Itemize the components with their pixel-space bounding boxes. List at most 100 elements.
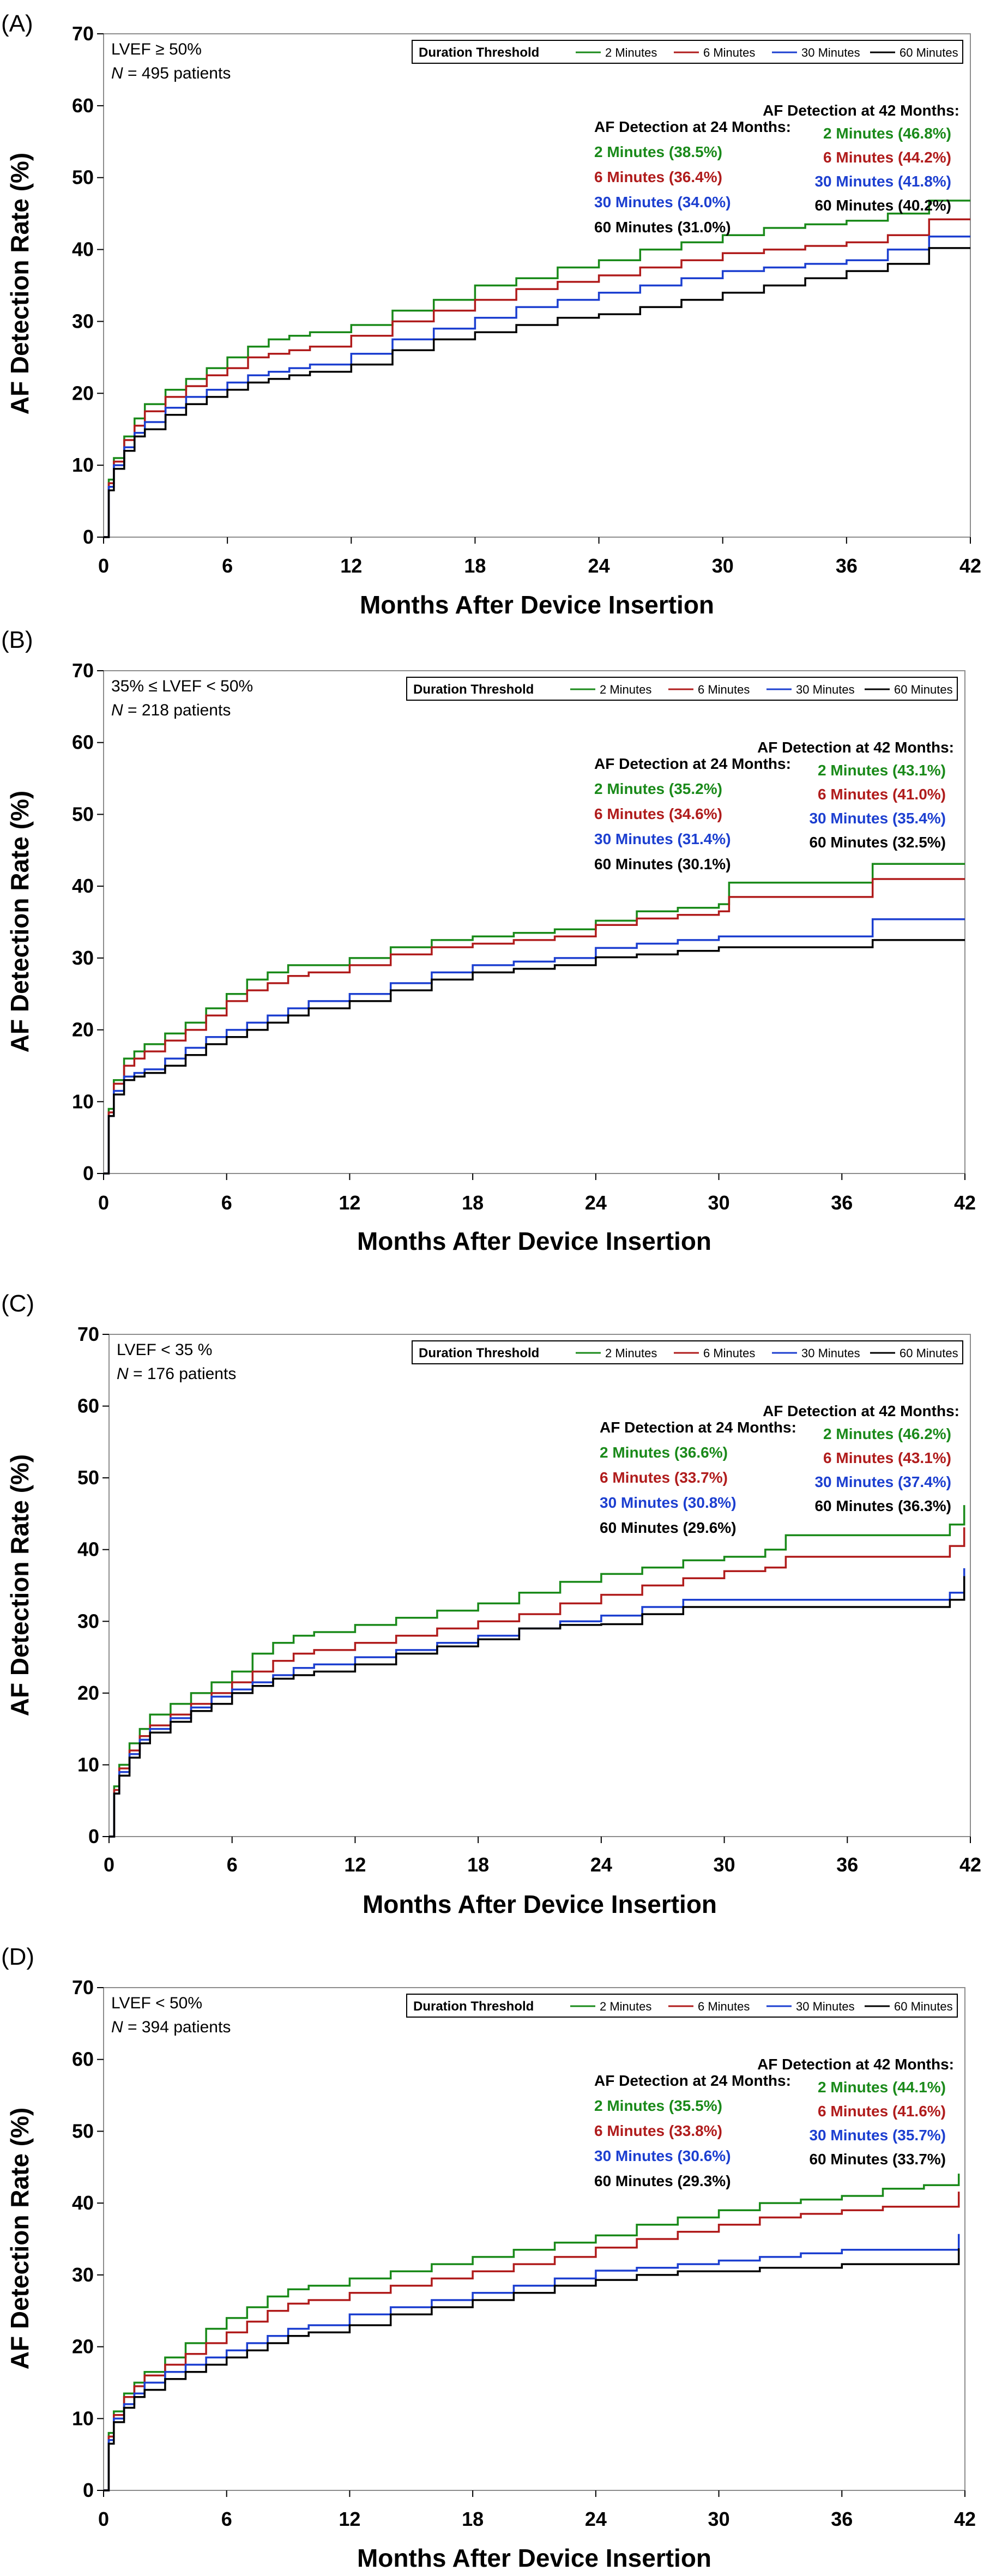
y-tick-label: 30	[72, 947, 94, 969]
annotation-42-item: 2 Minutes (43.1%)	[818, 762, 946, 779]
x-tick-label: 24	[585, 2508, 607, 2530]
legend-entry: 2 Minutes	[605, 46, 657, 59]
annotation-42-item: 60 Minutes (36.3%)	[814, 1497, 951, 1514]
legend-entry: 2 Minutes	[600, 683, 651, 696]
legend: Duration Threshold 2 Minutes 6 Minutes 30 M…	[412, 1340, 963, 1364]
x-axis-label: Months After Device Insertion	[360, 591, 714, 619]
y-tick-label: 10	[72, 454, 94, 476]
panel-label: (D)	[1, 1943, 34, 1970]
legend-entry: 2 Minutes	[605, 1346, 657, 1360]
y-tick-label: 50	[72, 803, 94, 825]
x-tick-label: 36	[831, 2508, 853, 2530]
y-tick-label: 70	[72, 22, 94, 45]
y-tick-label: 10	[77, 1753, 99, 1775]
y-tick-label: 60	[72, 94, 94, 117]
y-tick-label: 30	[72, 2264, 94, 2286]
plot-frame	[103, 33, 971, 538]
y-tick-label: 10	[72, 1090, 94, 1112]
series-line-60min	[109, 1576, 965, 1838]
annotation-42-item: 60 Minutes (32.5%)	[809, 834, 946, 851]
x-tick-label: 6	[221, 1191, 232, 1214]
annotation-42-item: 30 Minutes (41.8%)	[814, 173, 951, 190]
cohort-label: LVEF < 35 %	[117, 1341, 212, 1359]
x-tick-label: 18	[462, 1191, 484, 1214]
y-tick-label: 0	[83, 526, 94, 548]
y-tick-label: 60	[72, 2048, 94, 2071]
series-line-6min	[104, 878, 965, 1175]
legend-title: Duration Threshold	[419, 45, 539, 60]
y-axis-label: AF Detection Rate (%)	[5, 791, 34, 1052]
y-tick-label: 50	[77, 1466, 99, 1489]
x-tick-label: 30	[714, 1853, 735, 1876]
x-tick-label: 12	[340, 555, 362, 577]
x-tick-label: 24	[590, 1853, 612, 1876]
x-tick-label: 0	[98, 555, 109, 577]
annotation-42-item: 2 Minutes (44.1%)	[818, 2079, 946, 2096]
legend-entry: 60 Minutes	[894, 683, 953, 696]
series-line-2min	[109, 1505, 965, 1838]
panel-label: (C)	[1, 1290, 34, 1317]
y-axis-label: AF Detection Rate (%)	[5, 1454, 34, 1716]
x-tick-label: 42	[954, 2508, 976, 2530]
panel-label: (A)	[1, 10, 33, 37]
annotation-24-item: 2 Minutes (35.2%)	[594, 780, 722, 797]
legend-entry: 30 Minutes	[801, 46, 860, 59]
x-tick-label: 6	[222, 555, 233, 577]
legend-entry: 60 Minutes	[900, 1346, 958, 1360]
annotation-42-title: AF Detection at 42 Months:	[757, 739, 954, 756]
annotation-24-item: 30 Minutes (31.4%)	[594, 830, 731, 847]
cohort-label: LVEF < 50%	[111, 1994, 202, 2012]
x-tick-label: 6	[227, 1853, 238, 1876]
plot-frame	[103, 670, 965, 1174]
legend-entry: 2 Minutes	[600, 2000, 651, 2013]
x-tick-label: 0	[104, 1853, 114, 1876]
annotation-42-item: 2 Minutes (46.8%)	[823, 125, 951, 142]
annotation-24-title: AF Detection at 24 Months:	[594, 118, 791, 135]
x-tick-label: 24	[588, 555, 610, 577]
patient-count: N = 495 patients	[111, 64, 231, 82]
annotation-42-item: 2 Minutes (46.2%)	[823, 1425, 951, 1442]
legend-entry: 6 Minutes	[703, 1346, 755, 1360]
legend-entry: 30 Minutes	[796, 2000, 855, 2013]
y-axis-label: AF Detection Rate (%)	[5, 153, 34, 414]
x-tick-label: 18	[462, 2508, 484, 2530]
legend: Duration Threshold 2 Minutes 6 Minutes 30 M…	[406, 1994, 958, 2018]
annotation-24-title: AF Detection at 24 Months:	[600, 1419, 796, 1436]
annotation-24-title: AF Detection at 24 Months:	[594, 2072, 791, 2089]
annotation-42-title: AF Detection at 42 Months:	[757, 2056, 954, 2073]
x-tick-label: 0	[98, 1191, 109, 1214]
series-line-60min	[104, 939, 965, 1175]
legend-entry: 30 Minutes	[801, 1346, 860, 1360]
panel-b: (B) 0 10 20 30 40 50 60 70 0 6 12 18 24 30 36 42 AF Detec…	[1, 627, 976, 1255]
legend-entry: 60 Minutes	[900, 46, 958, 59]
x-tick-label: 24	[585, 1191, 607, 1214]
annotation-24-item: 6 Minutes (33.8%)	[594, 2122, 722, 2139]
panel-label: (B)	[1, 627, 33, 653]
y-tick-label: 40	[77, 1538, 99, 1561]
annotation-24-item: 2 Minutes (36.6%)	[600, 1444, 728, 1461]
cohort-label: LVEF ≥ 50%	[111, 40, 202, 58]
y-tick-label: 0	[83, 2479, 94, 2501]
y-tick-label: 50	[72, 166, 94, 189]
y-tick-label: 60	[72, 731, 94, 754]
y-axis-label: AF Detection Rate (%)	[5, 2108, 34, 2369]
y-tick-label: 70	[72, 659, 94, 682]
plot-frame	[103, 1987, 965, 2491]
series-line-30min	[109, 1568, 965, 1838]
series-line-30min	[104, 2234, 960, 2491]
annotation-24-item: 2 Minutes (35.5%)	[594, 2097, 722, 2114]
y-tick-label: 20	[77, 1682, 99, 1704]
annotation-24-item: 30 Minutes (34.0%)	[594, 194, 731, 210]
annotation-42-item: 6 Minutes (43.1%)	[823, 1449, 951, 1466]
annotation-24-item: 60 Minutes (29.3%)	[594, 2172, 731, 2189]
annotation-42-item: 30 Minutes (37.4%)	[814, 1473, 951, 1490]
annotation-24-item: 6 Minutes (33.7%)	[600, 1469, 728, 1486]
legend-entry: 60 Minutes	[894, 2000, 953, 2013]
annotation-42-title: AF Detection at 42 Months:	[763, 102, 959, 119]
cohort-label: 35% ≤ LVEF < 50%	[111, 677, 253, 695]
x-axis-label: Months After Device Insertion	[357, 2544, 711, 2572]
y-tick-label: 0	[88, 1825, 99, 1847]
patient-count: N = 176 patients	[117, 1365, 236, 1383]
patient-count: N = 218 patients	[111, 701, 231, 719]
y-tick-label: 20	[72, 382, 94, 404]
